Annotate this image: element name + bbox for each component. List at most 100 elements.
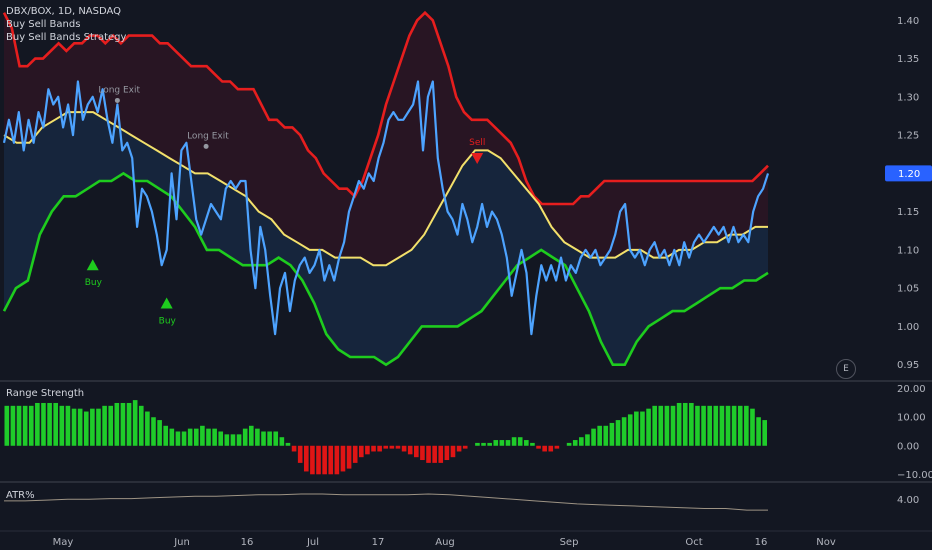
range-strength-bar <box>358 445 364 458</box>
range-strength-bar <box>163 425 169 446</box>
range-strength-bar <box>365 445 370 455</box>
range-strength-bar <box>218 431 224 446</box>
price-axis-tick: 1.35 <box>897 54 919 65</box>
range-strength-bar <box>316 445 321 475</box>
range-strength-bar <box>224 434 230 446</box>
range-strength-bar <box>676 402 682 446</box>
range-strength-bar <box>719 405 725 446</box>
range-strength-bar <box>242 428 248 446</box>
symbol-label[interactable]: DBX/BOX, 1D, NASDAQ <box>6 6 122 17</box>
range-strength-bar <box>585 434 590 446</box>
range-strength-bar <box>352 445 358 463</box>
range-strength-bar <box>731 405 737 446</box>
range-strength-bar <box>701 405 706 446</box>
time-axis-tick: Jun <box>173 537 190 548</box>
range-strength-bar <box>695 405 700 446</box>
range-strength-bar <box>261 431 266 446</box>
range-strength-bar <box>438 445 444 463</box>
range-strength-bar <box>401 445 407 452</box>
range-strength-bar <box>322 445 327 475</box>
range-strength-bar <box>499 440 505 446</box>
range-strength-bar <box>175 431 181 446</box>
range-strength-bar <box>371 445 376 452</box>
range-strength-bar <box>340 445 346 472</box>
range-strength-bar <box>41 402 46 446</box>
range-strength-bar <box>108 405 114 446</box>
range-strength-bar <box>138 405 144 446</box>
range-strength-bar <box>682 402 688 446</box>
range-strength-bar <box>670 405 676 446</box>
range-strength-bar <box>102 405 107 446</box>
range-strength-bar <box>389 445 395 449</box>
range-strength-axis-tick: −10.00 <box>897 470 932 481</box>
range-strength-bar <box>707 405 712 446</box>
range-strength-bar <box>65 405 71 446</box>
range-strength-bar <box>481 442 486 446</box>
range-strength-bar <box>634 411 639 446</box>
range-strength-bar <box>744 405 749 446</box>
time-axis-tick: 16 <box>241 537 254 548</box>
range-strength-bar <box>762 420 767 446</box>
range-strength-bar <box>96 408 101 446</box>
long-exit-label: Long Exit <box>187 131 229 141</box>
price-axis-tick: 1.10 <box>897 245 919 256</box>
range-strength-bar <box>377 445 382 452</box>
range-strength-axis-tick: 10.00 <box>897 413 926 424</box>
atr-pane-title[interactable]: ATR% <box>6 490 35 501</box>
range-strength-bar <box>236 434 242 446</box>
buy-marker <box>86 259 99 271</box>
range-strength-bar <box>187 428 193 446</box>
price-axis-tick: 1.05 <box>897 284 919 295</box>
current-price-badge <box>885 165 932 182</box>
range-strength-bar <box>591 428 596 446</box>
range-strength-bar <box>181 431 187 446</box>
range-strength-bar <box>193 428 199 446</box>
time-axis-tick: May <box>53 537 74 548</box>
range-strength-bar <box>627 414 633 446</box>
range-strength-bar <box>750 408 755 446</box>
range-strength-bar <box>487 442 492 446</box>
range-strength-bar <box>267 431 272 446</box>
range-strength-bar <box>273 431 279 446</box>
upper-band-line <box>2 10 769 206</box>
range-strength-bar <box>28 405 34 446</box>
range-strength-bar <box>279 437 285 446</box>
upper-band-fill <box>4 12 768 266</box>
range-strength-bar <box>652 405 657 446</box>
indicator-label-buy-sell-bands[interactable]: Buy Sell Bands <box>6 19 81 30</box>
range-strength-axis-tick: 0.00 <box>897 441 919 452</box>
range-strength-bar <box>77 408 83 446</box>
range-strength-bar <box>530 442 535 446</box>
range-strength-bar <box>548 445 554 452</box>
indicator-label-strategy[interactable]: Buy Sell Bands Strategy <box>6 32 127 43</box>
range-strength-bar <box>71 408 77 446</box>
time-axis-tick: Aug <box>435 537 455 548</box>
range-strength-bar <box>35 402 40 446</box>
range-strength-bar <box>4 405 10 446</box>
range-strength-bar <box>59 405 65 446</box>
range-strength-bar <box>16 405 22 446</box>
range-strength-bar <box>572 440 578 446</box>
range-strength-bar <box>255 428 260 446</box>
range-strength-bar <box>566 442 572 446</box>
range-strength-pane-title[interactable]: Range Strength <box>6 388 85 399</box>
lower-band-line <box>2 171 769 367</box>
range-strength-bar <box>230 434 236 446</box>
range-strength-bar <box>756 417 761 446</box>
range-strength-bar <box>597 425 602 446</box>
range-strength-bar <box>291 445 297 452</box>
range-strength-bar <box>83 411 89 446</box>
range-strength-bar <box>456 445 462 452</box>
long-exit-marker <box>203 143 209 149</box>
range-strength-bar <box>151 417 156 446</box>
time-axis-tick: 17 <box>372 537 385 548</box>
range-strength-bar <box>414 445 419 458</box>
range-strength-bar <box>248 425 254 446</box>
range-strength-bar <box>609 422 615 446</box>
earnings-badge[interactable]: E <box>836 359 856 379</box>
time-axis-tick: Jul <box>306 537 319 548</box>
buy-label: Buy <box>85 278 103 288</box>
buy-label: Buy <box>159 316 177 326</box>
atr-axis-tick: 4.00 <box>897 495 919 506</box>
range-strength-bar <box>579 437 584 446</box>
